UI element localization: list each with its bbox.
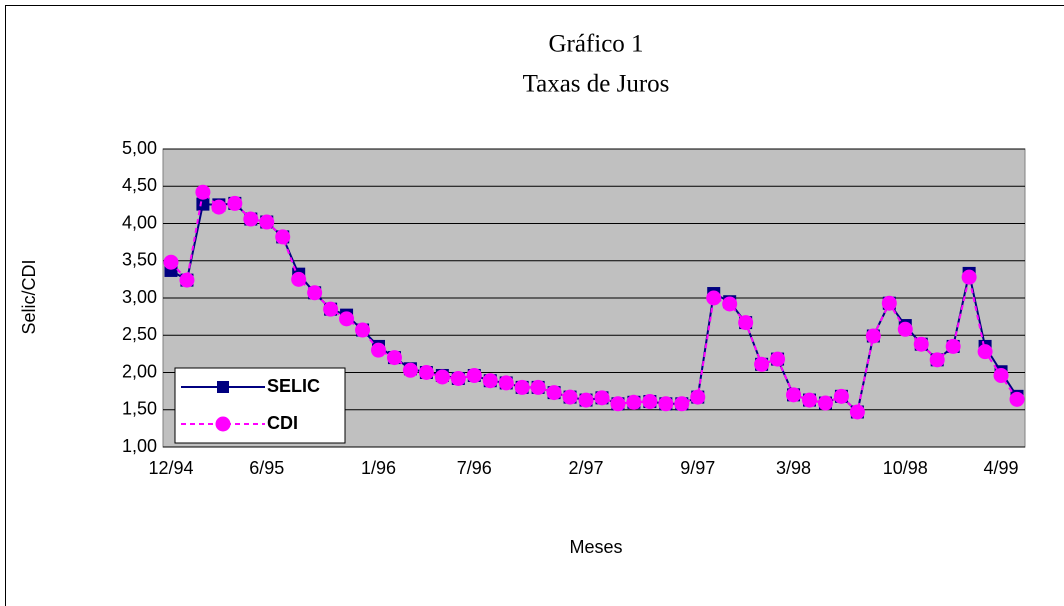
marker	[706, 290, 722, 306]
marker	[514, 379, 530, 395]
marker	[578, 392, 594, 408]
marker	[674, 396, 690, 412]
x-tick-label: 9/97	[680, 458, 715, 478]
marker	[259, 214, 275, 230]
marker	[897, 321, 913, 337]
x-tick-label: 12/94	[148, 458, 193, 478]
legend-marker	[217, 381, 229, 393]
marker	[450, 370, 466, 386]
y-tick-label: 4,00	[122, 212, 157, 232]
marker	[530, 379, 546, 395]
marker	[418, 365, 434, 380]
marker	[227, 195, 243, 211]
marker	[498, 375, 514, 391]
y-tick-label: 3,50	[122, 250, 157, 270]
marker	[196, 197, 210, 211]
marker	[961, 269, 977, 285]
marker	[594, 390, 610, 406]
y-tick-label: 3,00	[122, 287, 157, 307]
marker	[658, 396, 674, 412]
marker	[802, 392, 817, 408]
x-tick-label: 10/98	[883, 458, 928, 478]
x-tick-label: 1/96	[361, 458, 396, 478]
marker	[546, 385, 562, 401]
marker	[865, 328, 881, 344]
marker	[817, 395, 833, 411]
marker	[195, 184, 211, 200]
marker	[275, 229, 291, 245]
marker	[945, 338, 961, 354]
marker	[690, 389, 706, 405]
legend-label: CDI	[267, 413, 298, 433]
x-tick-label: 2/97	[568, 458, 603, 478]
marker	[291, 271, 307, 287]
marker	[211, 199, 227, 215]
marker	[754, 356, 770, 372]
x-tick-label: 7/96	[457, 458, 492, 478]
marker	[434, 369, 450, 385]
marker	[482, 373, 498, 389]
marker	[833, 388, 849, 404]
y-tick-label: 2,50	[122, 324, 157, 344]
marker	[722, 296, 738, 312]
y-tick-label: 2,00	[122, 361, 157, 381]
legend-box	[174, 367, 346, 444]
marker	[1009, 391, 1025, 407]
marker	[913, 336, 929, 352]
marker	[243, 211, 259, 227]
y-axis-label: Selic/CDI	[19, 259, 39, 334]
marker	[386, 350, 402, 366]
y-tick-label: 1,50	[122, 399, 157, 419]
y-tick-label: 4,50	[122, 175, 157, 195]
legend-label: SELIC	[267, 376, 320, 396]
marker	[993, 367, 1009, 383]
marker	[977, 344, 993, 360]
chart-title: Gráfico 1	[548, 31, 643, 58]
marker	[786, 387, 802, 403]
marker	[849, 404, 865, 420]
marker	[323, 301, 339, 317]
marker	[339, 311, 355, 327]
y-tick-label: 5,00	[122, 138, 157, 158]
chart-subtitle: Taxas de Juros	[523, 71, 670, 98]
x-tick-label: 6/95	[249, 458, 284, 478]
x-tick-label: 4/99	[984, 458, 1019, 478]
x-axis-label: Meses	[569, 537, 622, 557]
marker	[626, 394, 642, 410]
marker	[881, 295, 897, 311]
x-tick-label: 3/98	[776, 458, 811, 478]
y-tick-label: 1,00	[122, 436, 157, 456]
marker	[179, 272, 195, 288]
marker	[466, 367, 482, 383]
marker	[929, 352, 945, 368]
marker	[642, 394, 658, 410]
marker	[163, 254, 179, 270]
marker	[355, 322, 371, 338]
legend-marker	[215, 416, 231, 432]
marker	[307, 285, 323, 301]
marker	[371, 342, 386, 358]
marker	[610, 396, 626, 412]
marker	[770, 351, 786, 367]
marker	[562, 389, 578, 405]
marker	[738, 315, 754, 331]
marker	[402, 362, 418, 378]
